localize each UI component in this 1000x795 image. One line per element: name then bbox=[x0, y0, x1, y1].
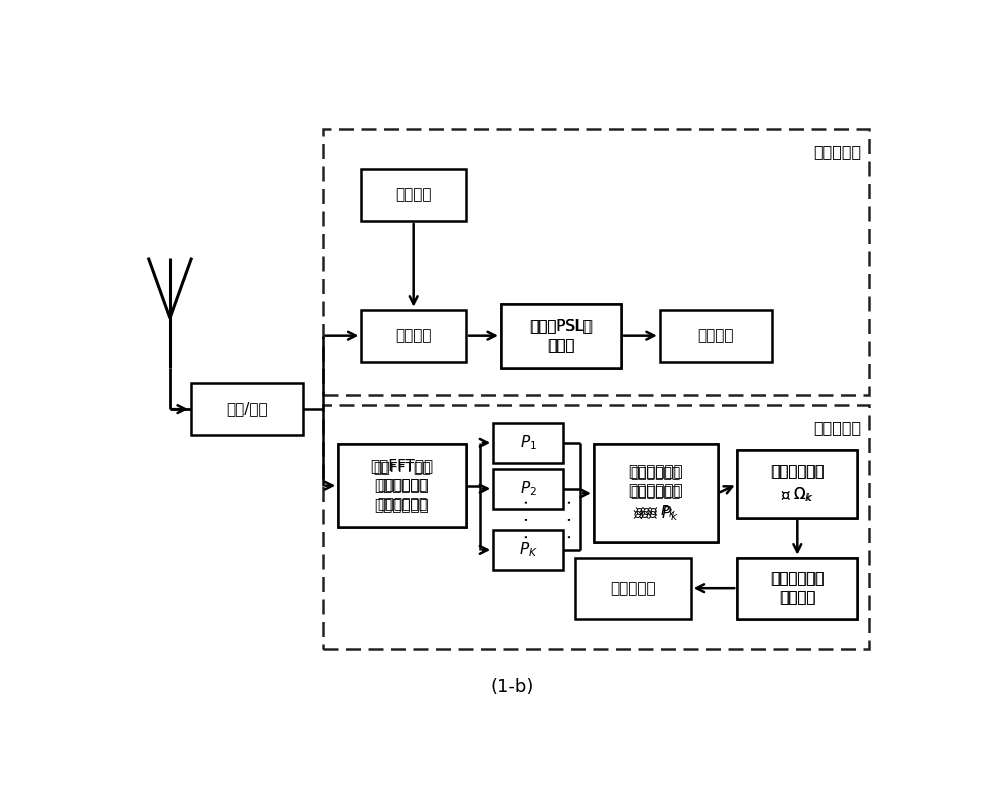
Text: ·  ·  ·: · · · bbox=[519, 499, 537, 540]
Bar bbox=[493, 423, 563, 463]
Text: (1-b): (1-b) bbox=[491, 678, 534, 696]
Bar bbox=[493, 530, 563, 570]
Text: 二进制输出: 二进制输出 bbox=[610, 580, 655, 595]
Bar bbox=[574, 557, 691, 619]
Bar bbox=[737, 451, 857, 518]
Bar bbox=[323, 405, 869, 650]
Text: 信号处理: 信号处理 bbox=[698, 328, 734, 343]
Bar bbox=[594, 444, 718, 542]
Text: 基于子频段能
量最小准则选
取最优 $P_k$: 基于子频段能 量最小准则选 取最优 $P_k$ bbox=[629, 463, 683, 523]
Text: $P_1$: $P_1$ bbox=[520, 433, 536, 452]
Text: 自相关PSL阈
值判断: 自相关PSL阈 值判断 bbox=[529, 318, 593, 353]
Bar bbox=[660, 310, 772, 362]
Text: 利用FFT计算
信号不同子频
带的频谱能量: 利用FFT计算 信号不同子频 带的频谱能量 bbox=[373, 460, 431, 511]
Text: 对应最优的频
带 $\Omega_k$: 对应最优的频 带 $\Omega_k$ bbox=[771, 464, 824, 504]
Text: 利用FFT计算
信号不同子频
带的频谱能量: 利用FFT计算 信号不同子频 带的频谱能量 bbox=[371, 459, 434, 513]
Text: $P_K$: $P_K$ bbox=[519, 541, 537, 559]
Bar bbox=[191, 383, 303, 435]
Bar bbox=[361, 169, 466, 221]
Bar bbox=[737, 451, 857, 518]
Bar bbox=[501, 304, 621, 368]
Bar bbox=[493, 469, 563, 509]
Bar bbox=[361, 310, 466, 362]
Bar bbox=[323, 129, 869, 395]
Text: 信号与二进制
映射关系: 信号与二进制 映射关系 bbox=[770, 571, 825, 606]
Bar bbox=[594, 444, 718, 542]
Bar bbox=[338, 444, 466, 527]
Bar bbox=[737, 557, 857, 619]
Text: 对应最优的频
带 $\Omega_k$: 对应最优的频 带 $\Omega_k$ bbox=[770, 464, 825, 504]
Bar bbox=[737, 557, 857, 619]
Text: 自相关PSL阈
值判断: 自相关PSL阈 值判断 bbox=[530, 318, 592, 353]
Text: 本地信号: 本地信号 bbox=[395, 188, 432, 203]
Bar bbox=[501, 304, 621, 368]
Bar bbox=[338, 444, 466, 527]
Text: ·  ·  ·: · · · bbox=[562, 499, 580, 540]
Text: 基于子频段能
量最小准则选
取最优 $P_k$: 基于子频段能 量最小准则选 取最优 $P_k$ bbox=[631, 467, 681, 520]
Text: 目标/信道: 目标/信道 bbox=[226, 401, 268, 417]
Text: 雷达接收机: 雷达接收机 bbox=[813, 145, 861, 159]
Text: 信号与二进制
映射关系: 信号与二进制 映射关系 bbox=[771, 571, 824, 606]
Text: 通信接收机: 通信接收机 bbox=[813, 420, 861, 435]
Text: $P_2$: $P_2$ bbox=[520, 479, 536, 498]
Text: 匹配滤波: 匹配滤波 bbox=[395, 328, 432, 343]
